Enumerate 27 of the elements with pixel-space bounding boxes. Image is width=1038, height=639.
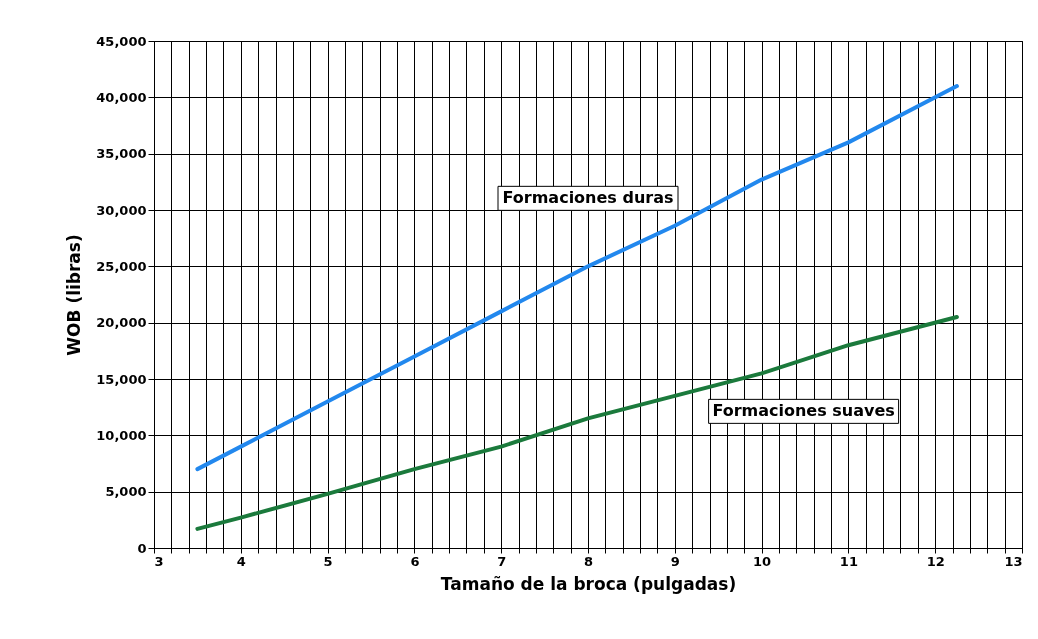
x-tick-label: 3 (154, 553, 164, 569)
x-tick-label: 7 (497, 553, 507, 569)
x-tick-label: 11 (839, 553, 858, 569)
x-tick-label: 10 (753, 553, 772, 569)
y-tick-label: 15,000 (96, 371, 147, 387)
x-tick-label: 12 (926, 553, 945, 569)
x-tick-label: 8 (583, 553, 594, 569)
y-tick-label: 20,000 (96, 315, 147, 331)
y-tick-label: 40,000 (96, 89, 147, 105)
line-series (195, 315, 959, 531)
y-axis-title: WOB (libras) (64, 234, 85, 356)
x-tick-label: 4 (236, 553, 246, 569)
x-tick-label: 6 (410, 553, 420, 569)
y-tick-label: 45,000 (96, 33, 147, 49)
y-tick-label: 30,000 (96, 202, 147, 218)
line-series (195, 84, 959, 472)
x-tick-label: 9 (670, 553, 680, 569)
series-label: Formaciones duras (502, 188, 674, 208)
x-tick-label: 13 (1004, 553, 1023, 569)
y-tick-label: 35,000 (96, 146, 147, 162)
y-tick-label: 25,000 (96, 258, 147, 274)
y-tick-label: 0 (137, 540, 147, 556)
series-label: Formaciones suaves (712, 401, 895, 421)
y-tick-label: 5,000 (105, 484, 147, 500)
y-tick-label: 10,000 (96, 427, 147, 443)
x-tick-label: 5 (323, 553, 333, 569)
x-axis-title: Tamaño de la broca (pulgadas) (440, 573, 737, 594)
